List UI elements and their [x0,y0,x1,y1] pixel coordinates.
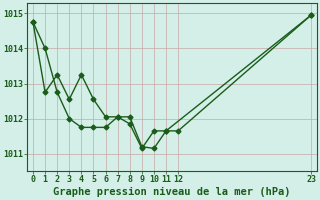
X-axis label: Graphe pression niveau de la mer (hPa): Graphe pression niveau de la mer (hPa) [53,187,291,197]
